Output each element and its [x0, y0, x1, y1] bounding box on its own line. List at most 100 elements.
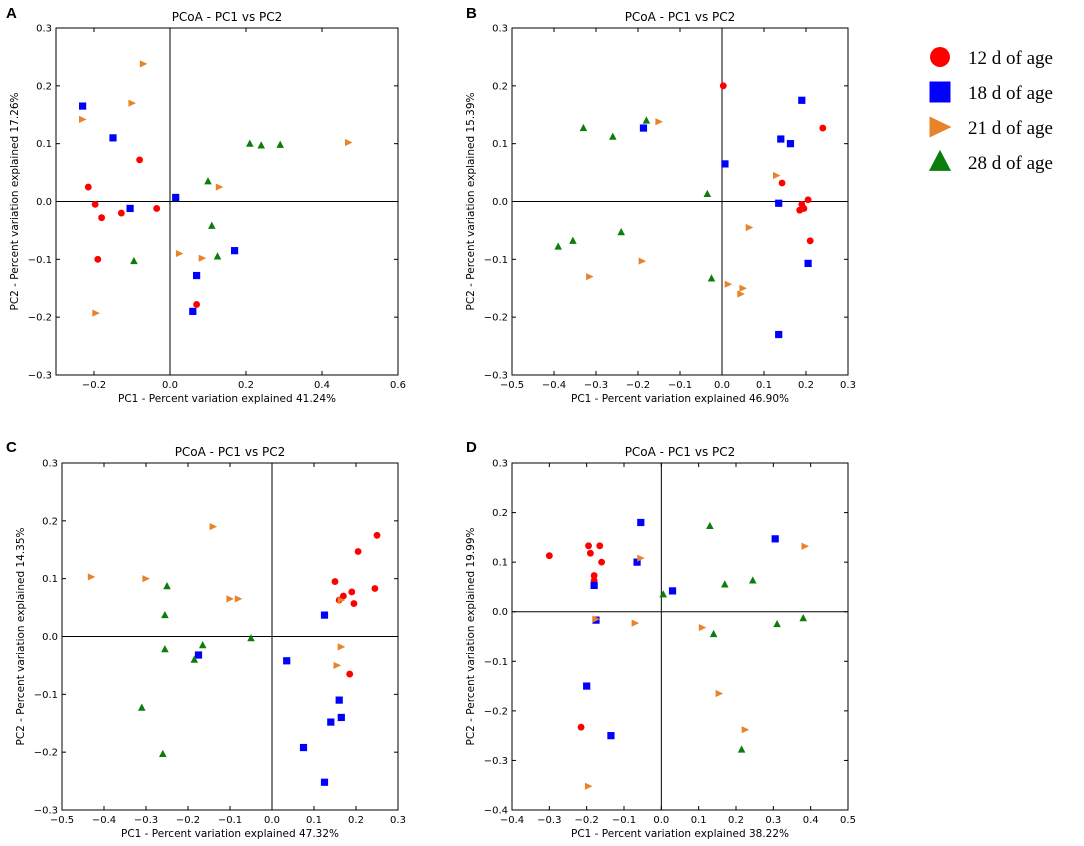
data-point	[709, 629, 718, 638]
data-point	[79, 115, 87, 123]
data-point	[91, 200, 99, 208]
y-axis-label: PC2 - Percent variation explained 15.39%	[465, 92, 477, 310]
data-point	[585, 542, 592, 550]
data-point	[607, 732, 615, 740]
plot-title: PCoA - PC1 vs PC2	[175, 445, 286, 459]
data-point	[804, 259, 812, 267]
x-tick-label: 0.0	[714, 380, 730, 391]
y-tick-label: 0.0	[492, 197, 508, 208]
data-point	[642, 116, 651, 124]
data-point	[590, 572, 598, 579]
data-point	[276, 140, 284, 148]
data-point	[215, 183, 224, 191]
data-point	[819, 124, 827, 132]
data-point	[773, 171, 781, 180]
y-tick-label: 0.1	[42, 574, 58, 585]
y-tick-label: −0.3	[484, 756, 508, 767]
data-point	[198, 254, 207, 262]
x-tick-label: −0.4	[500, 815, 524, 826]
data-point	[799, 614, 807, 622]
data-point	[345, 138, 353, 147]
data-point	[128, 99, 136, 107]
y-tick-label: −0.2	[34, 748, 58, 759]
data-point	[719, 82, 727, 90]
data-point	[617, 228, 625, 236]
data-point	[92, 309, 100, 317]
y-axis-label: PC2 - Percent variation explained 14.35%	[15, 527, 27, 745]
legend-label: 28 d of age	[968, 153, 1053, 174]
series-group-21	[87, 523, 346, 670]
data-point	[798, 96, 806, 104]
data-point	[596, 542, 604, 550]
data-point	[283, 657, 291, 665]
data-point	[800, 205, 808, 212]
y-tick-label: −0.3	[28, 371, 52, 382]
panel-c: C PCoA - PC1 vs PC2 −0.5 −0.4 −0.3 −0.2 −0.1 0.…	[6, 439, 406, 840]
y-axis-label: PC2 - Percent variation explained 17.26%	[9, 92, 21, 310]
data-point	[698, 623, 707, 632]
data-point	[94, 255, 102, 263]
data-point	[335, 696, 343, 704]
data-point	[299, 743, 308, 752]
series-group-12	[84, 156, 201, 308]
x-tick-label: 0.1	[691, 815, 707, 826]
data-point	[354, 548, 362, 555]
data-point	[778, 179, 786, 187]
data-point	[584, 782, 593, 790]
y-tick-label: −0.3	[34, 806, 58, 817]
series-group-12	[719, 82, 827, 245]
data-point	[327, 718, 335, 726]
data-point	[320, 778, 329, 786]
data-point	[706, 521, 714, 530]
data-point	[98, 214, 106, 222]
y-tick-label: 0.0	[36, 197, 52, 208]
y-tick-label: 0.0	[42, 632, 58, 643]
panel-letter: D	[466, 439, 477, 456]
data-point	[554, 242, 562, 250]
y-tick-label: 0.3	[492, 459, 508, 470]
data-point	[786, 140, 795, 148]
data-point	[153, 205, 161, 212]
x-tick-label: −0.3	[584, 380, 608, 391]
x-tick-label: −0.1	[668, 380, 692, 391]
data-point	[741, 726, 750, 734]
data-point	[659, 590, 667, 598]
data-point	[638, 257, 647, 265]
data-point	[775, 199, 783, 207]
data-point	[257, 141, 265, 149]
panel-letter: A	[6, 5, 17, 22]
y-tick-label: 0.2	[492, 81, 508, 92]
x-tick-label: −0.2	[82, 380, 106, 391]
x-tick-label: 0.2	[728, 815, 744, 826]
y-tick-label: 0.1	[36, 139, 52, 150]
data-point	[801, 542, 810, 550]
y-tick-label: −0.1	[28, 255, 52, 266]
panel-a: A PCoA - PC1 vs PC2 −0.2 0.0 0.2 0.4 0.6 −0.3 −0…	[6, 5, 406, 405]
y-tick-label: 0.2	[42, 516, 58, 527]
data-point	[234, 595, 243, 603]
series-group-12	[545, 542, 606, 731]
plot-title: PCoA - PC1 vs PC2	[172, 10, 283, 24]
y-tick-label: −0.2	[484, 313, 508, 324]
data-point	[579, 123, 588, 132]
data-point	[668, 587, 677, 595]
y-tick-label: −0.2	[28, 313, 52, 324]
data-point	[637, 518, 645, 527]
data-point	[586, 273, 594, 281]
data-point	[209, 523, 218, 531]
data-point	[637, 554, 645, 562]
data-point	[136, 156, 144, 164]
data-point	[737, 745, 746, 753]
x-tick-label: 0.0	[162, 380, 178, 391]
data-point	[337, 713, 345, 722]
data-point	[138, 703, 146, 711]
x-tick-label: −0.3	[537, 815, 561, 826]
legend-label: 21 d of age	[968, 118, 1053, 139]
panel-b: B PCoA - PC1 vs PC2 −0.5 −0.4 −0.3 −0.2 −0.1 0.…	[465, 5, 856, 405]
y-tick-label: 0.3	[42, 459, 58, 470]
data-point	[609, 132, 617, 140]
data-point	[569, 236, 577, 244]
data-point	[246, 139, 254, 147]
panel-d: D PCoA - PC1 vs PC2 −0.4 −0.3 −0.2 −0.1 0.0 0.1…	[465, 439, 856, 840]
